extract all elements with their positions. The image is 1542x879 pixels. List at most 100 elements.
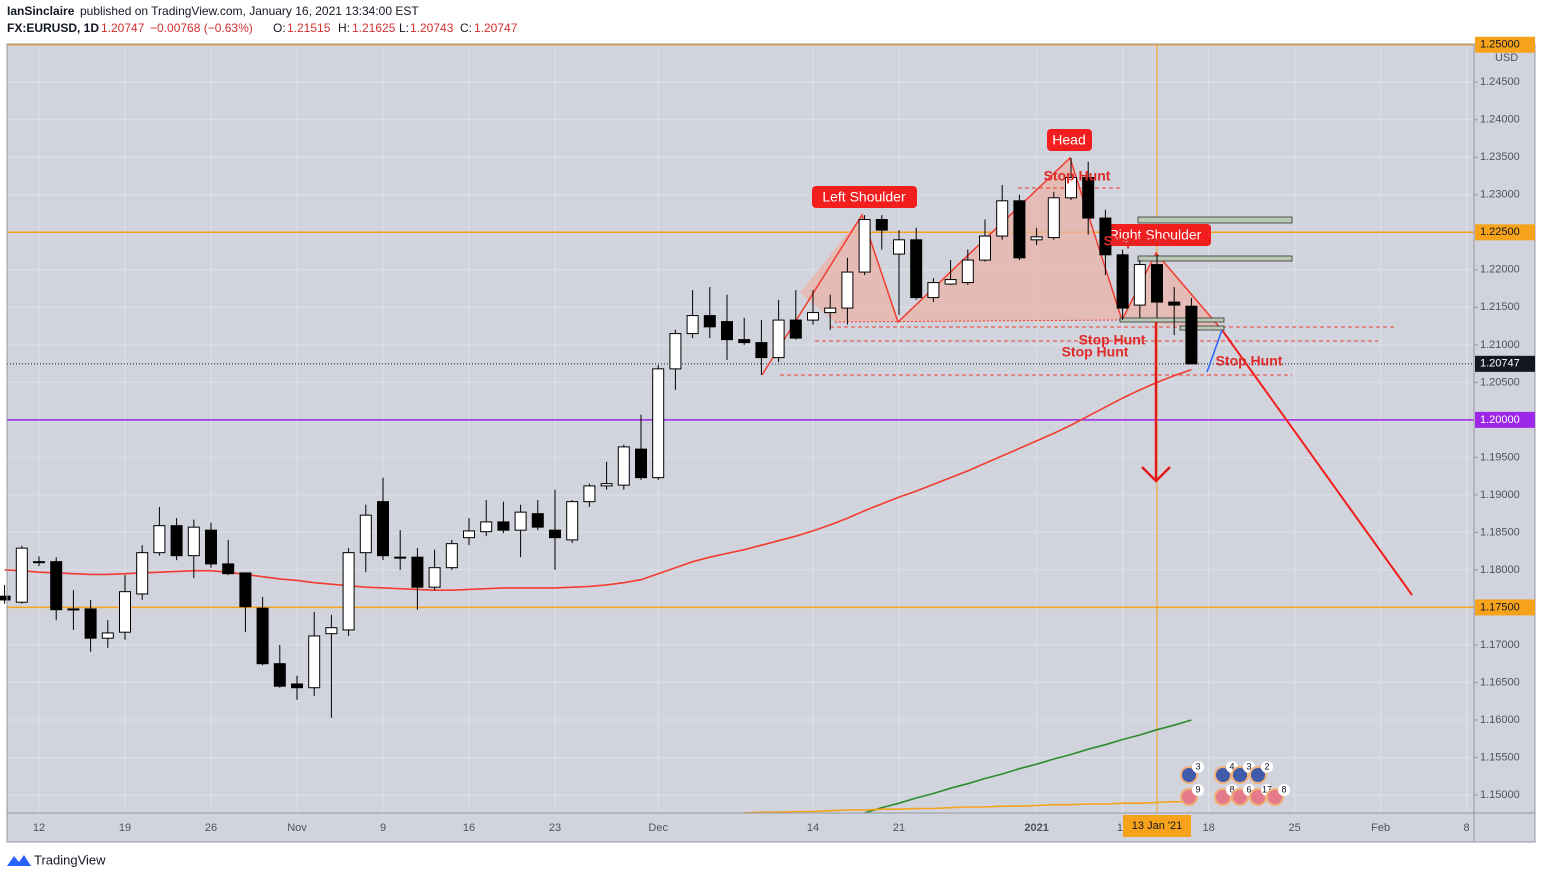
candle-body [944, 279, 957, 285]
zone-box [1137, 255, 1293, 262]
currency-label: USD [1495, 52, 1518, 64]
last-price: 1.20747 [101, 21, 145, 35]
label-box [812, 186, 917, 208]
candle-body [789, 319, 802, 339]
stop-hunt-label: Stop Hunt [1104, 233, 1171, 249]
candle-body [1099, 217, 1112, 256]
candle-body [222, 563, 235, 575]
candle-body [256, 607, 269, 665]
x-tick-label: 16 [463, 822, 475, 834]
axes: 1.15000 1.15500 1.16000 1.16500 1.17000 1.180… [33, 36, 1535, 837]
event-icon-eu [1231, 766, 1249, 784]
candle-body [652, 368, 665, 479]
candle-body [583, 485, 596, 503]
y-tick-label: 1.19500 [1480, 451, 1520, 463]
event-count: 9 [1195, 784, 1200, 794]
published: published on TradingView.com, January 16… [80, 4, 419, 18]
x-tick-label: 21 [893, 822, 905, 834]
candle-body [170, 525, 183, 557]
plot-background [7, 44, 1535, 842]
candle-body [1065, 177, 1077, 199]
price-label: 1.20000 [1480, 414, 1520, 426]
y-tick-label: 1.18500 [1480, 526, 1520, 538]
price-label-box [1475, 224, 1535, 241]
candle-body [411, 556, 424, 588]
stop-hunt-label: Stop Hunt [1216, 353, 1283, 369]
x-tick-label: 19 [119, 822, 131, 834]
candle-body [910, 239, 923, 299]
candle-body [893, 239, 905, 255]
candle-body [961, 259, 974, 284]
candle-body [549, 529, 561, 539]
stop-hunt-label: Stop Hunt [1062, 344, 1129, 360]
candle-body [101, 632, 114, 639]
candle-body [497, 521, 510, 531]
candle-body [1030, 236, 1043, 241]
candle-body [738, 339, 751, 344]
candle-body [1116, 254, 1129, 309]
price-label-box [1475, 36, 1535, 53]
y-tick-label: 1.15000 [1480, 789, 1520, 801]
candle-body [1151, 264, 1163, 303]
y-tick-label: 1.19000 [1480, 489, 1520, 501]
y-tick-label: 1.22000 [1480, 264, 1520, 276]
open-value: 1.21515 [287, 21, 331, 35]
candle-body [1047, 197, 1060, 239]
y-tick-label: 1.24500 [1480, 76, 1520, 88]
candle-body [308, 635, 321, 689]
candle-body [600, 483, 613, 487]
candle-body [153, 525, 166, 554]
x-tick-label: 26 [205, 822, 217, 834]
x-tick-label: 23 [549, 822, 561, 834]
event-badge [1261, 761, 1273, 773]
right-shoulder-label: Right Shoulder [1109, 227, 1202, 243]
head-label: Head [1052, 132, 1085, 148]
frame [6, 43, 1536, 843]
zone-box [1137, 216, 1293, 224]
crosshair-box [1123, 815, 1191, 837]
candle-body [428, 567, 441, 588]
x-tick-label: Dec [648, 822, 668, 834]
moving-average [864, 719, 1192, 814]
x-tick-label: 14 [807, 822, 819, 834]
x-tick-label: 12 [33, 822, 45, 834]
candle-body [463, 530, 475, 539]
candle-body [1082, 177, 1095, 219]
candle-body [858, 219, 871, 273]
candle-body [50, 561, 63, 611]
candle-body [377, 501, 389, 557]
event-icon-eu [1180, 766, 1198, 784]
open-label: O: [273, 21, 286, 35]
candle-body [807, 312, 819, 321]
label-box [1047, 129, 1092, 151]
symbol: FX:EURUSD, 1D [7, 21, 99, 35]
change: −0.00768 (−0.63%) [150, 21, 253, 35]
candle-body [291, 683, 303, 689]
y-tick-label: 1.23500 [1480, 151, 1520, 163]
close-label: C: [460, 21, 472, 35]
pattern-labels: Left Shoulder Head Stop Hunt Stop Hunt S… [812, 129, 1283, 369]
y-tick-label: 1.16000 [1480, 714, 1520, 726]
event-count: 8 [1281, 784, 1286, 794]
candle-body [686, 315, 699, 335]
event-badge [1192, 761, 1204, 773]
candle-body [824, 307, 837, 314]
y-tick-label: 1.15500 [1480, 751, 1520, 763]
candle-body [480, 521, 493, 533]
x-tick-label: 9 [380, 822, 386, 834]
low-label: L: [399, 21, 409, 35]
price-label: 1.25000 [1480, 39, 1520, 51]
price-lines [7, 44, 1474, 813]
pattern-outline [761, 156, 1223, 376]
high-value: 1.21625 [352, 21, 396, 35]
brand: TradingView [7, 852, 106, 867]
event-badge [1192, 784, 1204, 796]
moving-averages [4, 368, 1192, 814]
candle-body [273, 663, 286, 687]
event-count: 2 [1264, 761, 1269, 771]
zone-box [1119, 317, 1225, 323]
left-shoulder-label: Left Shoulder [822, 189, 906, 205]
left-shoulder-area [800, 215, 898, 322]
candle-body [531, 513, 544, 528]
candle-body [841, 271, 854, 309]
